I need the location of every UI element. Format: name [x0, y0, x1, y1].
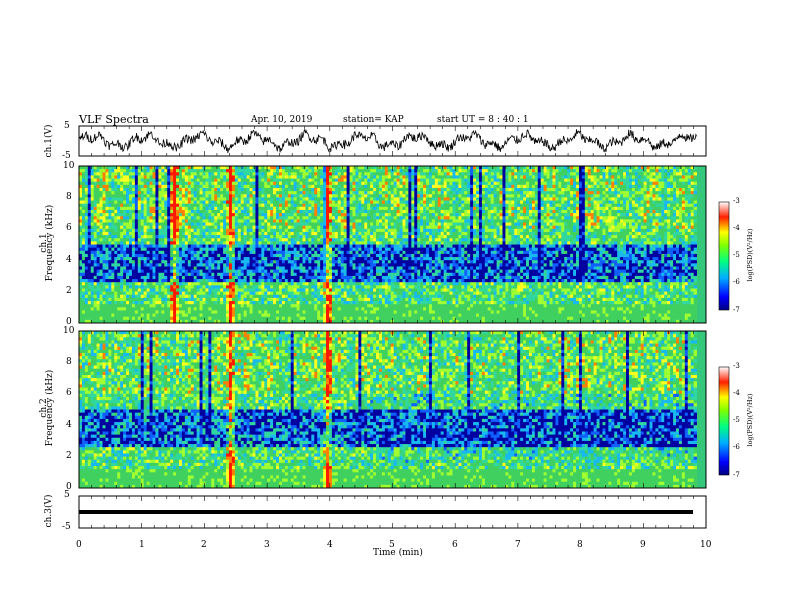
ch1-spectrogram-heatmap — [79, 166, 697, 323]
date-label: Apr. 10, 2019 — [251, 115, 312, 125]
xtick-4: 4 — [327, 540, 333, 550]
ch1-ytick-top: 5 — [64, 121, 70, 131]
xtick-8: 8 — [577, 540, 583, 550]
spec1-ytick-2: 2 — [66, 286, 72, 296]
ch1-ylabel: ch.1(V) — [44, 121, 54, 161]
ch2-spectrogram-heatmap — [79, 331, 697, 488]
xtick-10: 10 — [700, 540, 711, 550]
xtick-2: 2 — [201, 540, 207, 550]
ch2-colorbar — [719, 367, 729, 475]
ch1-colorbar — [719, 202, 729, 310]
cb1-tick-4: -4 — [733, 224, 740, 232]
spec1-ytick-10: 10 — [63, 161, 74, 171]
chart-title: VLF Spectra — [79, 113, 149, 126]
cb1-tick-3: -3 — [733, 197, 740, 205]
spec2-ytick-4: 4 — [66, 420, 72, 430]
start-time-label: start UT = 8 : 40 : 1 — [437, 115, 529, 125]
cb2-label: log(PSD)(V²/Hz) — [746, 380, 754, 460]
cb1-tick-6: -6 — [733, 278, 740, 286]
cb2-tick-5: -5 — [733, 416, 740, 424]
spec1-ytick-8: 8 — [66, 192, 72, 202]
spec2-ytick-2: 2 — [66, 451, 72, 461]
spec1-ytick-6: 6 — [66, 223, 72, 233]
cb2-tick-6: -6 — [733, 443, 740, 451]
ch3-ytick-bottom: -5 — [62, 522, 71, 532]
cb1-tick-7: -7 — [733, 306, 740, 314]
xtick-7: 7 — [515, 540, 521, 550]
cb2-tick-4: -4 — [733, 389, 740, 397]
ch1-ytick-bottom: -5 — [62, 151, 71, 161]
cb2-tick-7: -7 — [733, 471, 740, 479]
xtick-9: 9 — [640, 540, 646, 550]
cb2-tick-3: -3 — [733, 362, 740, 370]
spec1-ylabel-line2: Frequency (kHz) — [45, 188, 55, 298]
xtick-1: 1 — [139, 540, 145, 550]
xtick-0: 0 — [76, 540, 82, 550]
cb1-tick-5: -5 — [733, 251, 740, 259]
spec2-ytick-6: 6 — [66, 388, 72, 398]
spec2-ytick-10: 10 — [63, 326, 74, 336]
xtick-6: 6 — [452, 540, 458, 550]
spec2-ytick-8: 8 — [66, 357, 72, 367]
spec2-ylabel-line2: Frequency (kHz) — [45, 353, 55, 463]
cb1-label: log(PSD)(V²/Hz) — [746, 215, 754, 295]
x-axis-label: Time (min) — [373, 548, 423, 558]
xtick-3: 3 — [264, 540, 270, 550]
ch3-ylabel: ch.3(V) — [44, 491, 54, 531]
ch3-ytick-top: 5 — [64, 490, 70, 500]
ch1-waveform-line — [79, 129, 697, 153]
station-label: station= KAP — [343, 115, 404, 125]
spec1-ytick-4: 4 — [66, 255, 72, 265]
